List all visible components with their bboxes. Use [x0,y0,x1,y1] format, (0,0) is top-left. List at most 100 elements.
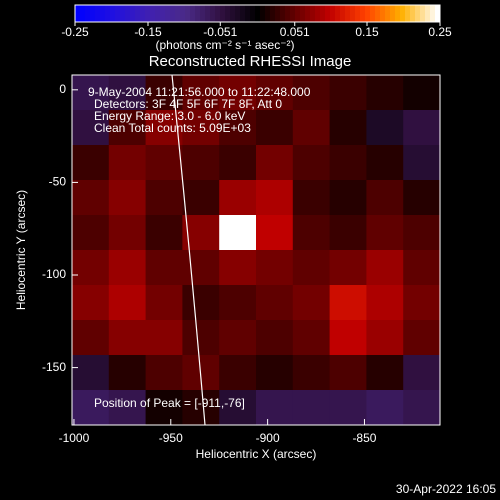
colorbar-swatch [220,5,226,22]
colorbar-swatch [165,5,171,22]
heatmap-cell [72,320,110,356]
heatmap-cell [219,75,257,111]
colorbar-swatch [200,5,206,22]
heatmap-cell [366,355,404,391]
colorbar-swatch [100,5,106,22]
heatmap-cell [182,180,220,216]
colorbar-swatch [175,5,181,22]
colorbar-tick-label: 0.051 [280,25,310,39]
heatmap-cell [256,250,294,286]
y-tick-label: -150 [42,360,66,374]
heatmap-cell [292,390,331,426]
limb-line [171,74,206,426]
colorbar-swatch [75,5,81,22]
heatmap-cell [329,390,367,426]
heatmap-cell [403,145,441,181]
heatmap-cell [108,320,147,356]
colorbar-swatch [375,5,381,22]
colorbar-swatch [250,5,256,22]
heatmap-cell [219,355,257,391]
colorbar-swatch [370,5,376,22]
colorbar-swatch [330,5,336,22]
heatmap-cell [329,320,367,356]
colorbar-tick-label: 0.25 [428,25,452,39]
heatmap-cell [366,110,404,146]
colorbar-swatch [110,5,116,22]
heatmap-cell [145,145,183,181]
heatmap-cell [329,75,367,111]
colorbar-swatch [420,5,426,22]
heatmap-cell [108,250,147,286]
plot-frame [71,74,441,426]
colorbar-swatch [390,5,396,22]
heatmap-cell [256,215,294,251]
colorbar-swatch [185,5,191,22]
colorbar-swatch [275,5,281,22]
colorbar-swatch [300,5,306,22]
heatmap-cell [108,145,147,181]
heatmap-cell [292,110,331,146]
annotation: 9-May-2004 11:21:56.000 to 11:22:48.000 [88,85,311,99]
colorbar-swatch [340,5,346,22]
colorbar-swatch [120,5,126,22]
heatmap-cell [72,215,110,251]
chart-title: Reconstructed RHESSI Image [149,53,352,70]
footer: 30-Apr-2022 16:05 [396,482,496,496]
heatmap-cell [72,250,110,286]
heatmap-cell [403,110,441,146]
heatmap-cell [403,285,441,321]
heatmap-cell [256,180,294,216]
heatmap-cell [256,110,294,146]
x-tick-label: -1000 [59,431,90,445]
x-axis-label: Heliocentric X (arcsec) [196,447,317,461]
colorbar-swatch [310,5,316,22]
heatmap-cell [366,180,404,216]
colorbar-swatch [140,5,146,22]
colorbar-swatch [430,5,436,22]
colorbar-swatch [115,5,121,22]
colorbar-swatch [290,5,296,22]
colorbar-swatch [355,5,361,22]
heatmap-cell [256,145,294,181]
colorbar-swatch [235,5,241,22]
y-tick-label: 0 [59,82,66,96]
x-tick-label: -900 [256,431,280,445]
colorbar-swatch [205,5,211,22]
heatmap-cell [256,285,294,321]
heatmap-cell [219,180,257,216]
heatmap-cell [292,75,331,111]
colorbar-swatch [170,5,176,22]
colorbar-swatch [150,5,156,22]
heatmap-cell [292,320,331,356]
heatmap-cell [182,250,220,286]
heatmap-cell [256,390,294,426]
heatmap-cell [292,250,331,286]
heatmap-cell [145,75,183,111]
heatmap-cell [145,355,183,391]
colorbar-swatch [350,5,356,22]
heatmap-cell [145,285,183,321]
heatmap-cell [145,250,183,286]
heatmap-cell [403,75,441,111]
heatmap-cell [219,215,257,251]
colorbar-swatch [405,5,411,22]
heatmap-cell [182,320,220,356]
colorbar-swatch [155,5,161,22]
colorbar-swatch [435,5,441,22]
heatmap-cell [366,390,404,426]
heatmap-cell [182,75,220,111]
heatmap-cell [145,390,183,426]
colorbar-swatch [395,5,401,22]
heatmap-cell [72,390,110,426]
colorbar-swatch [125,5,131,22]
heatmap-cell [366,145,404,181]
heatmap-cell [182,145,220,181]
heatmap-cell [108,110,147,146]
heatmap-cell [292,285,331,321]
colorbar-swatch [95,5,101,22]
heatmap-cell [72,145,110,181]
x-tick-label: -850 [352,431,376,445]
colorbar-label: (photons cm⁻² s⁻¹ asec⁻²) [155,38,294,52]
annotation: Detectors: 3F 4F 5F 6F 7F 8F, Att 0 [94,97,282,111]
